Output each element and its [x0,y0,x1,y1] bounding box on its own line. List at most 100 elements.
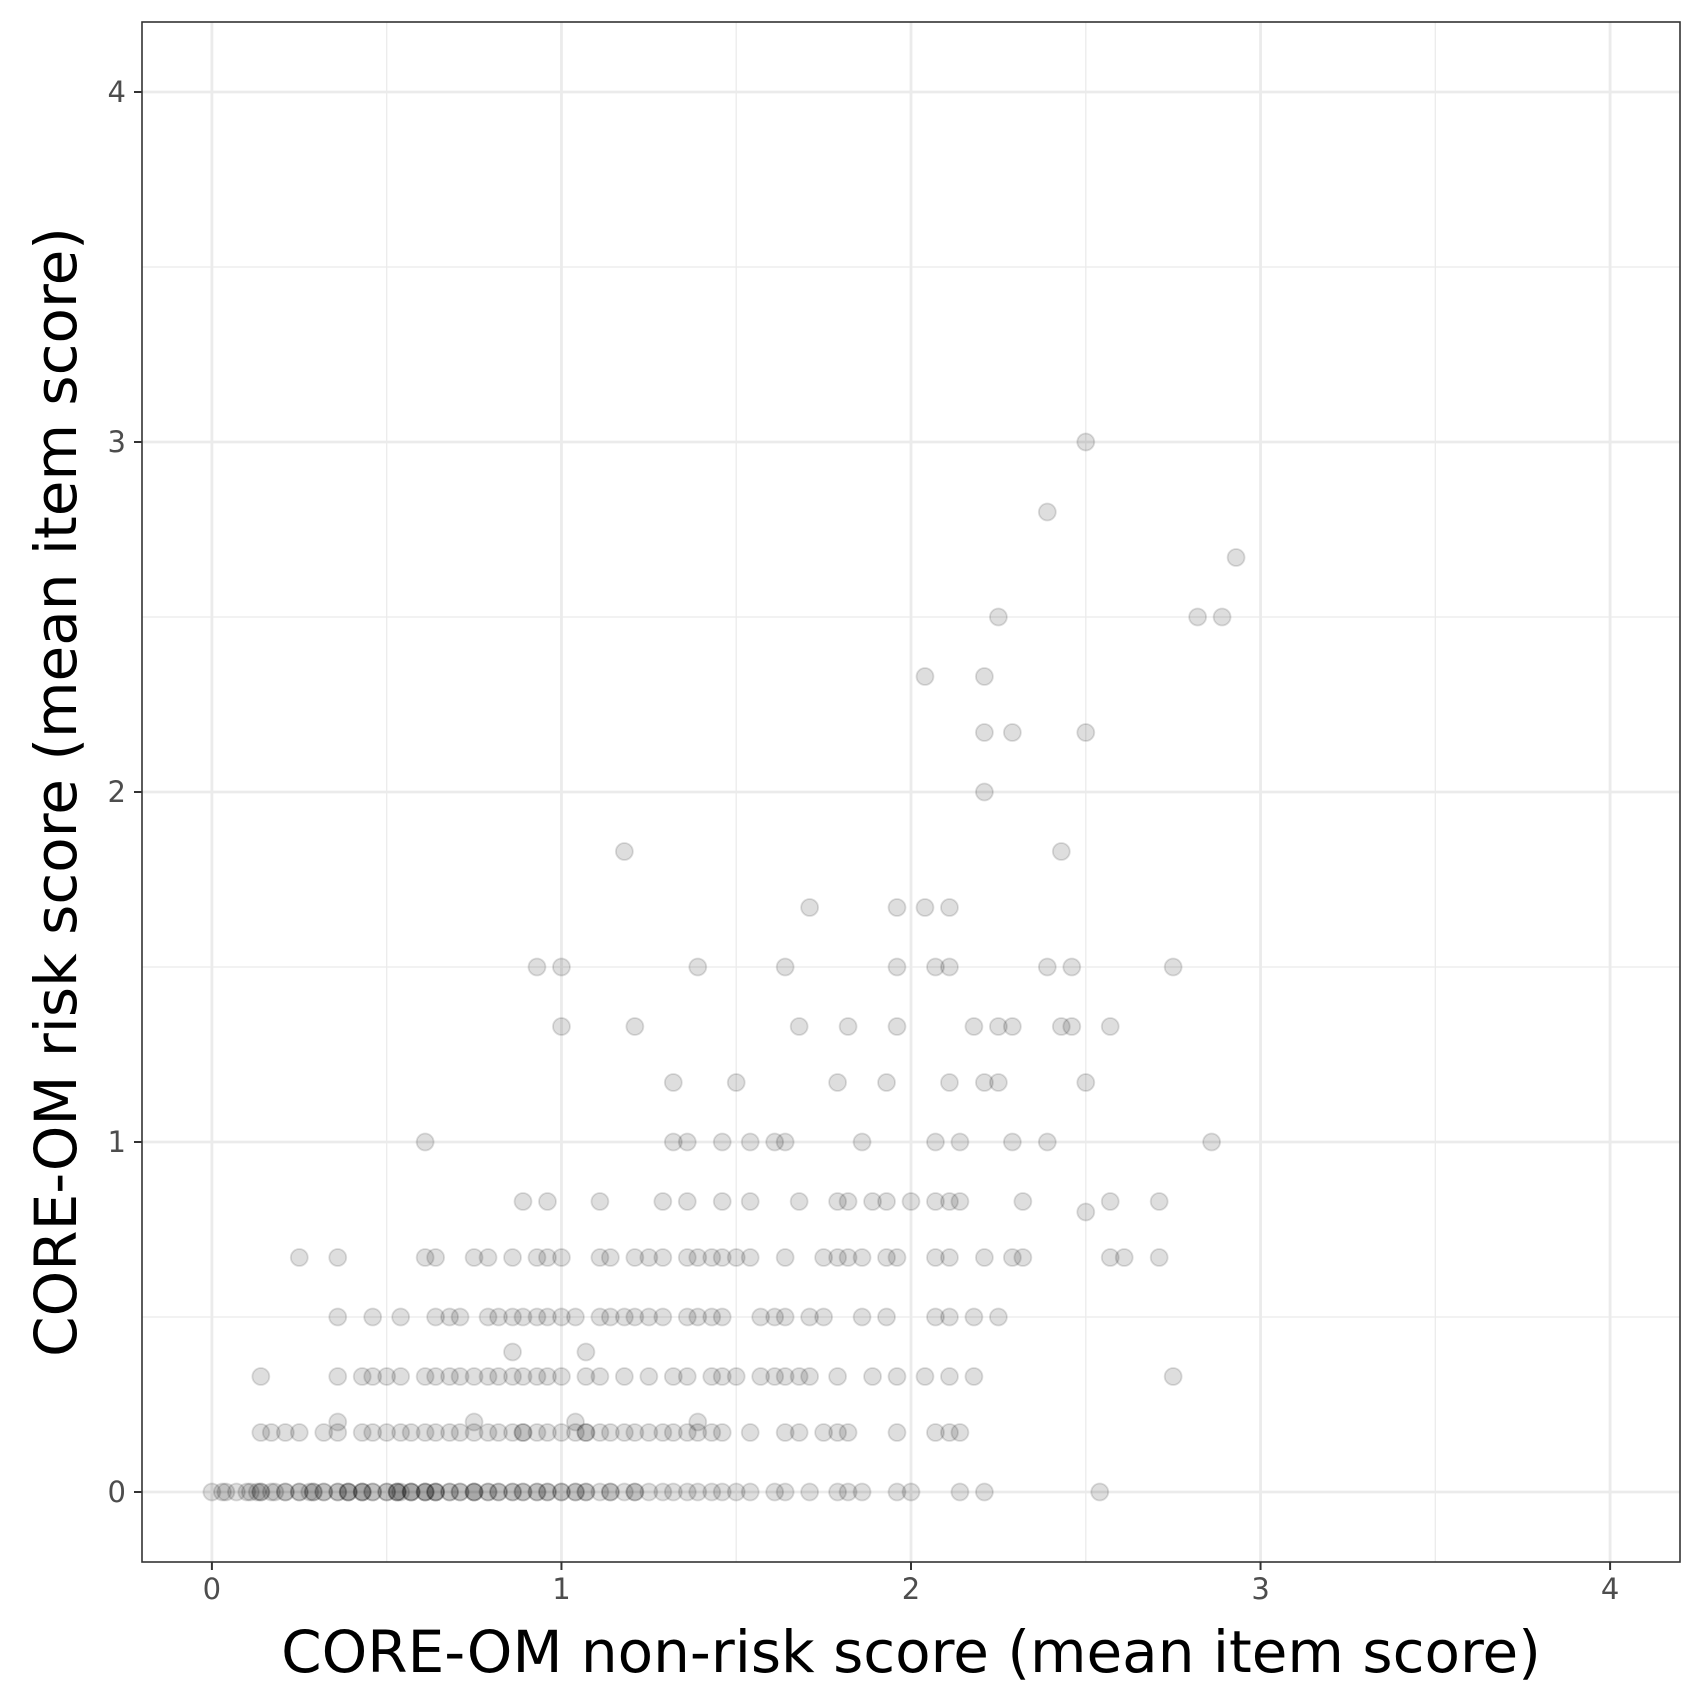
data-point [450,1482,470,1502]
data-point [1062,957,1082,977]
y-tick-label: 2 [108,775,126,809]
data-point [401,1423,421,1442]
data-point [751,1367,771,1386]
data-point [503,1342,522,1362]
data-point [527,1248,547,1267]
data-point [600,1423,620,1442]
data-point [387,1482,407,1502]
data-point [576,1482,596,1502]
data-point [688,1423,708,1442]
data-point [852,1248,872,1267]
data-point [426,1423,446,1442]
data-point [1202,1132,1222,1152]
data-point [251,1482,271,1502]
data-point [838,1017,858,1036]
data-point [566,1423,585,1442]
data-point [363,1367,383,1386]
data-point [740,1482,760,1502]
data-point [940,898,959,917]
data-point [863,1192,882,1211]
x-tick-label: 3 [1251,1572,1269,1606]
data-point [614,1423,634,1442]
data-point [975,667,994,686]
data-point [800,1482,820,1502]
data-point [964,1307,984,1327]
data-point [275,1423,295,1442]
data-point [975,1073,994,1092]
data-point [503,1482,522,1502]
data-point [600,1248,620,1267]
data-point [401,1482,421,1502]
data-point [552,1482,571,1502]
data-point [1037,957,1057,977]
data-point [828,1367,847,1386]
data-point [590,1423,610,1442]
data-point [478,1367,498,1386]
data-point [538,1482,557,1502]
data-point [538,1482,557,1502]
y-tick-label: 0 [108,1475,126,1509]
data-point [887,1017,907,1036]
data-point [590,1307,610,1327]
data-point [625,1307,645,1327]
data-point [1002,1017,1022,1036]
data-point [566,1412,585,1432]
data-point [552,1307,571,1327]
data-point [328,1248,348,1267]
data-point [1188,607,1208,627]
data-point [478,1482,498,1502]
data-point [988,607,1008,627]
data-point [814,1248,834,1267]
data-point [538,1248,557,1267]
data-point [552,1482,571,1502]
data-point [377,1482,397,1502]
major-grid [142,22,1680,1562]
data-point [1100,1017,1120,1036]
data-point [988,1307,1008,1327]
data-point [975,1248,994,1267]
data-point [702,1367,722,1386]
data-point [625,1248,645,1267]
data-point [464,1482,484,1502]
data-point [828,1482,847,1502]
data-point [538,1307,557,1327]
data-point [765,1367,785,1386]
data-point [401,1482,421,1502]
data-point [950,1132,970,1152]
data-point [1076,1202,1096,1222]
data-point [814,1307,834,1327]
data-point [1076,723,1096,742]
data-point [513,1192,533,1211]
data-point [838,1192,858,1211]
data-point [289,1482,309,1502]
data-point [450,1423,470,1442]
data-point [352,1367,372,1386]
data-point [926,1307,945,1327]
data-point [940,1248,959,1267]
data-point [775,1367,795,1386]
data-point [1037,1132,1057,1152]
data-point [352,1482,372,1502]
data-point [328,1482,348,1502]
data-point [765,1132,785,1152]
data-point [1037,502,1057,522]
data-point [940,957,959,977]
data-point [552,1248,571,1267]
data-point [1002,1248,1022,1267]
data-point [901,1192,921,1211]
data-point [863,1367,882,1386]
data-point [1013,1248,1033,1267]
data-point [1062,1017,1082,1036]
x-tick-label: 0 [203,1572,221,1606]
data-point [338,1482,358,1502]
data-point [464,1248,484,1267]
data-point [789,1367,809,1386]
data-point [639,1307,659,1327]
x-tick-label: 2 [902,1572,920,1606]
data-point [527,1482,547,1502]
data-point [712,1482,732,1502]
data-point [915,667,935,686]
data-point [237,1482,257,1502]
data-point [852,1482,872,1502]
data-point [940,1073,959,1092]
